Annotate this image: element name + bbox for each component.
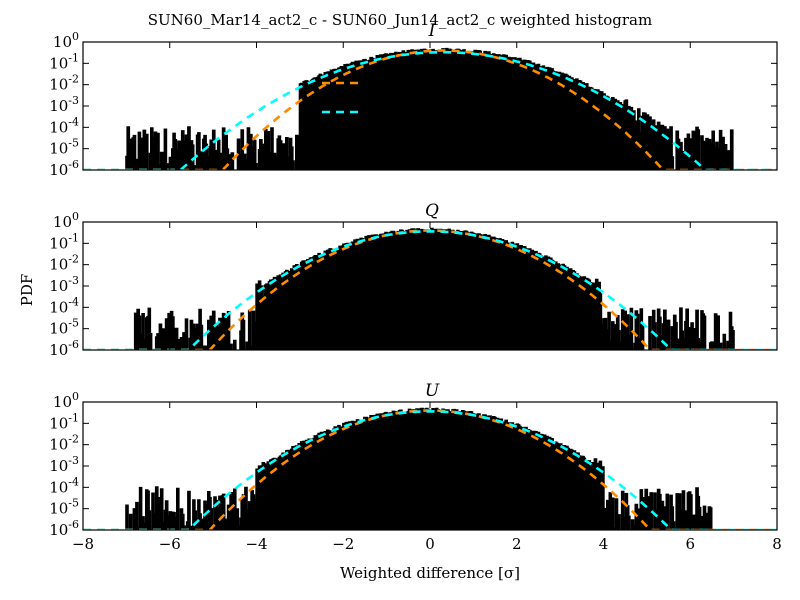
y-tick-label: 10-4 — [49, 115, 79, 136]
x-tick-label: −2 — [332, 535, 354, 553]
y-tick-label: 10-1 — [49, 411, 79, 432]
y-tick-label: 100 — [53, 390, 79, 411]
y-tick-label: 10-4 — [49, 295, 79, 316]
y-tick-label: 10-1 — [49, 231, 79, 252]
y-tick-label: 10-3 — [49, 454, 79, 475]
x-tick-label: 8 — [772, 535, 782, 553]
y-tick-label: 10-6 — [49, 518, 79, 539]
x-axis-label: Weighted difference [σ] — [340, 564, 520, 582]
y-tick-label: 10-2 — [49, 433, 79, 454]
x-tick-label: 4 — [599, 535, 609, 553]
y-tick-label: 10-5 — [49, 497, 79, 518]
white-noise-curve — [83, 49, 777, 170]
y-axis-label: PDF — [18, 274, 36, 307]
y-tick-label: 10-6 — [49, 338, 79, 359]
y-tick-label: 10-5 — [49, 317, 79, 338]
x-tick-label: 2 — [512, 535, 522, 553]
y-tick-label: 100 — [53, 30, 79, 51]
plot-area — [83, 227, 777, 350]
fitted-gaussian-curve — [83, 410, 777, 530]
x-tick-label: −6 — [159, 535, 181, 553]
legend: White noise Fitted Gaussian Data — [320, 73, 524, 153]
plot-area — [83, 407, 777, 530]
y-tick-label: 100 — [53, 210, 79, 231]
x-tick-label: −8 — [72, 535, 94, 553]
data-histogram — [125, 407, 713, 530]
legend-label: Data — [377, 131, 422, 153]
x-tick-label: 6 — [685, 535, 695, 553]
legend-label: White noise — [377, 73, 489, 95]
panel-title: U — [425, 381, 440, 401]
y-tick-label: 10-3 — [49, 274, 79, 295]
y-tick-label: 10-2 — [49, 73, 79, 94]
y-tick-label: 10-5 — [49, 137, 79, 158]
fitted-gaussian-curve — [83, 230, 777, 350]
panel-title: I — [428, 21, 436, 41]
y-tick-label: 10-6 — [49, 158, 79, 179]
figure-title: SUN60_Mar14_act2_c - SUN60_Jun14_act2_c … — [148, 11, 652, 29]
y-tick-label: 10-2 — [49, 253, 79, 274]
fitted-gaussian-curve — [83, 50, 777, 170]
y-tick-label: 10-1 — [49, 51, 79, 72]
panel-title: Q — [425, 201, 439, 221]
y-tick-label: 10-4 — [49, 475, 79, 496]
plot-area — [83, 47, 777, 170]
x-tick-label: −4 — [245, 535, 267, 553]
legend-label: Fitted Gaussian — [377, 102, 524, 124]
x-tick-label: 0 — [425, 535, 435, 553]
legend-swatch-2 — [320, 132, 362, 150]
y-tick-label: 10-3 — [49, 94, 79, 115]
data-histogram — [133, 227, 735, 350]
